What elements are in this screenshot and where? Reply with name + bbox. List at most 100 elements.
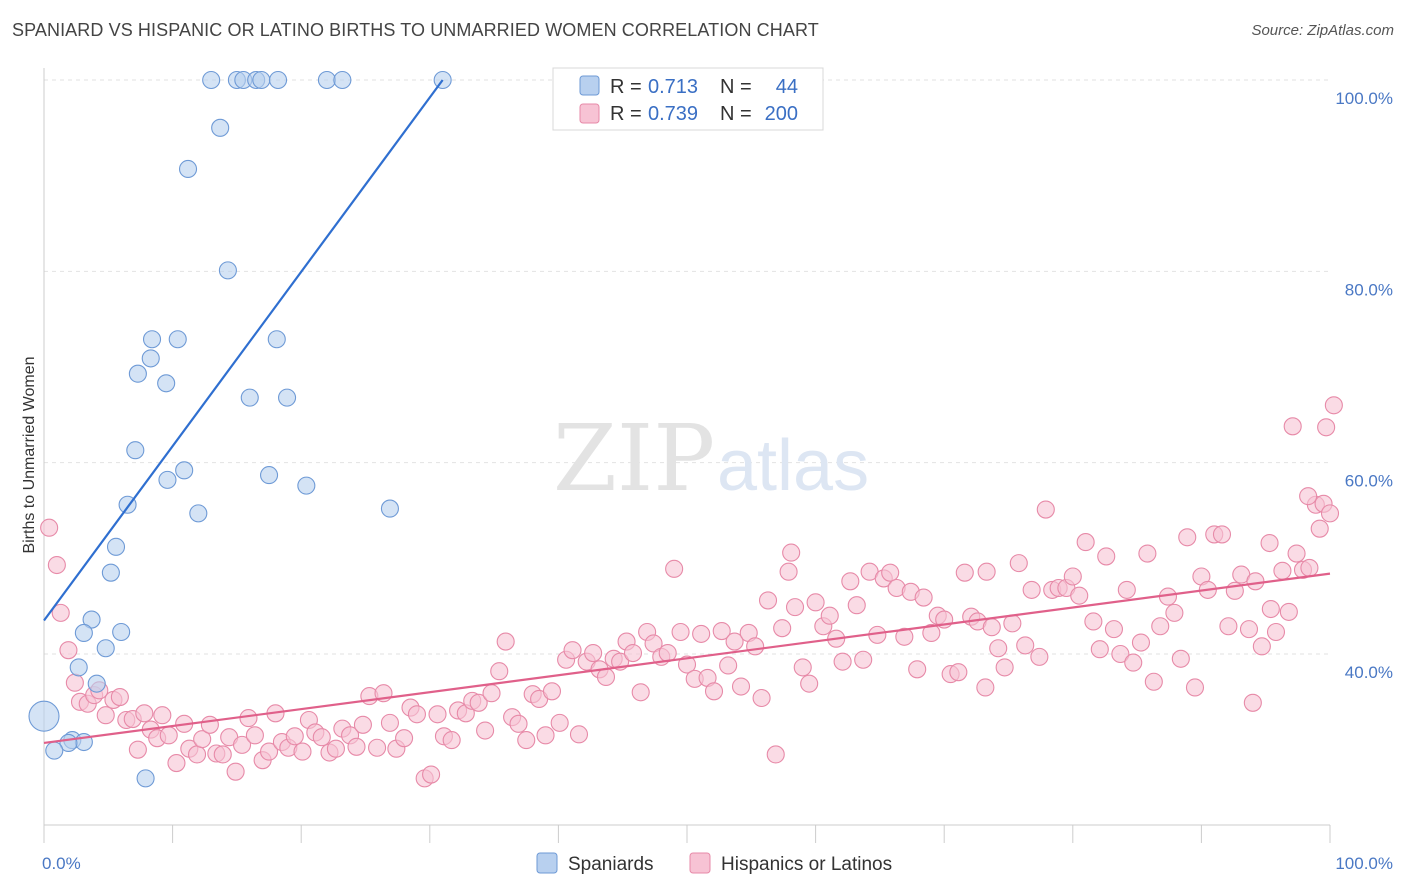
- spaniards-point: [252, 70, 271, 90]
- hispanics-point: [1266, 622, 1286, 642]
- hispanics-point: [312, 728, 331, 747]
- chart-source: Source: ZipAtlas.com: [1251, 22, 1394, 39]
- hispanics-point: [368, 738, 387, 757]
- hispanics-point: [65, 673, 84, 692]
- spaniards-point: [175, 461, 194, 480]
- bottom-legend: Spaniards Hispanics or Latinos: [536, 852, 892, 875]
- hispanics-point: [1310, 519, 1329, 538]
- hispanics-point: [1070, 586, 1089, 605]
- spaniards-point: [333, 70, 352, 90]
- hispanics-point: [1117, 580, 1136, 599]
- hispanics-point: [895, 627, 914, 646]
- hispanics-point: [922, 623, 941, 643]
- spaniards-point: [128, 364, 147, 383]
- hispanics-point: [955, 563, 974, 582]
- hispanics-point: [1246, 572, 1265, 591]
- hispanics-point: [704, 682, 724, 701]
- y-tick-label: 80.0%: [1345, 280, 1393, 299]
- hispanics-point: [1320, 504, 1340, 523]
- hispanics-point: [746, 637, 765, 656]
- hispanics-point: [712, 621, 731, 641]
- hispanics-point: [110, 687, 129, 707]
- hispanics-point: [766, 745, 785, 764]
- hispanics-point: [665, 559, 684, 578]
- watermark-atlas: atlas: [717, 426, 869, 506]
- y-tick-label: 100.0%: [1335, 89, 1393, 108]
- spaniards-point: [87, 674, 106, 693]
- hispanics-point: [563, 641, 582, 660]
- hispanics-point: [476, 721, 495, 740]
- bottom-legend-hispanics: Hispanics or Latinos: [721, 854, 892, 875]
- hispanics-point: [569, 725, 589, 744]
- hispanics-point: [1212, 525, 1232, 544]
- hispanics-point: [159, 726, 178, 745]
- hispanics-point: [187, 745, 207, 764]
- hispanics-point: [407, 705, 426, 724]
- hispanics-point: [1260, 533, 1279, 553]
- spaniards-point: [189, 504, 208, 523]
- hispanics-point: [758, 591, 778, 610]
- x-tick-labels: 0.0% 100.0%: [42, 854, 1393, 873]
- hispanics-point: [982, 618, 1001, 637]
- trend-lines: [43, 79, 1331, 745]
- hispanics-point: [422, 765, 441, 784]
- hispanics-point: [550, 713, 569, 732]
- hispanics-point: [496, 632, 515, 651]
- hispanics-point: [806, 593, 825, 612]
- hispanics-point: [631, 683, 650, 702]
- hispanics-point: [47, 555, 66, 575]
- hispanics-point: [96, 706, 115, 725]
- hispanics-point: [1138, 544, 1157, 563]
- hispanics-point: [949, 663, 968, 682]
- chart-title: SPANIARD VS HISPANIC OR LATINO BIRTHS TO…: [12, 20, 819, 40]
- hispanics-point: [1022, 580, 1041, 599]
- hispanics-point: [1300, 558, 1319, 577]
- hispanics-point: [1219, 617, 1238, 636]
- hispanics-point: [881, 563, 900, 582]
- hispanics-point: [1283, 417, 1302, 436]
- hispanics-point: [841, 572, 860, 591]
- hispanics-point: [820, 606, 839, 625]
- hispanics-point: [644, 634, 663, 653]
- spaniards-point: [106, 537, 126, 556]
- y-tick-labels: 100.0% 80.0% 60.0% 40.0%: [1335, 89, 1393, 682]
- hispanics-point: [914, 588, 933, 607]
- spaniards-point: [69, 658, 88, 677]
- legend-n-label: N =: [720, 76, 752, 98]
- hispanics-point: [326, 739, 345, 758]
- hispanics-point: [1009, 554, 1028, 573]
- spaniards-point: [45, 741, 64, 760]
- hispanics-point: [1016, 636, 1035, 655]
- hispanics-point: [1185, 678, 1205, 697]
- hispanics-point: [725, 632, 744, 651]
- spaniards-point: [158, 470, 177, 489]
- hispanics-point: [1287, 544, 1306, 563]
- legend-r-value: 0.713: [648, 76, 698, 98]
- hispanics-point: [1090, 640, 1109, 659]
- spaniards-point: [136, 769, 155, 788]
- hispanics-point: [779, 562, 798, 581]
- spaniards-point: [112, 622, 131, 642]
- legend-r-label: R =: [610, 103, 642, 125]
- gridlines: [44, 79, 1330, 655]
- spaniards-point: [168, 330, 187, 349]
- hispanics-point: [1151, 617, 1170, 636]
- hispanics-point: [908, 660, 927, 679]
- spaniards-point: [218, 261, 237, 280]
- hispanics-point: [245, 726, 264, 745]
- bottom-legend-swatch-hispanics: [689, 852, 711, 874]
- series-spaniards-points: [28, 70, 452, 788]
- hispanics-point: [793, 658, 812, 677]
- hispanics-point: [596, 667, 616, 687]
- hispanics-point: [1036, 500, 1055, 519]
- hispanics-point: [976, 678, 995, 697]
- hispanics-point: [623, 643, 643, 663]
- spaniards-point: [142, 330, 162, 349]
- spaniards-point: [278, 388, 297, 407]
- hispanics-point: [1279, 602, 1298, 621]
- hispanics-point: [469, 693, 488, 712]
- hispanics-point: [977, 562, 996, 581]
- hispanics-point: [51, 603, 70, 622]
- hispanics-point: [1178, 528, 1197, 547]
- spaniards-point: [211, 118, 230, 137]
